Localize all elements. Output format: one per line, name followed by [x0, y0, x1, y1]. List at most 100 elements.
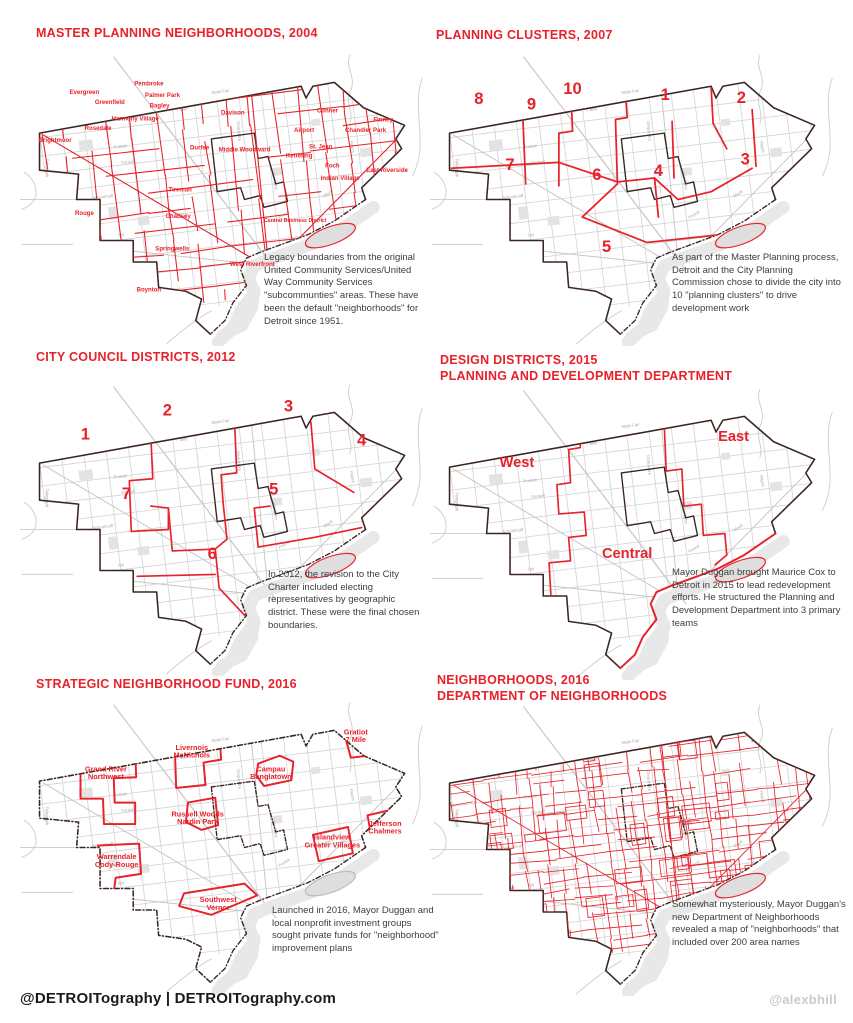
street-label: Dequindre [236, 121, 243, 142]
detroit-map-city-council-2012: State Fair 7 Mile Puritan Fenkell Schoolcraf… [20, 384, 423, 676]
street-label: Mack [732, 838, 744, 848]
region-label: Central Business District [264, 218, 327, 224]
street-label: Hayes [349, 140, 356, 153]
district-number-label: 5 [269, 479, 278, 498]
region-label: Southwest Vernor [200, 895, 238, 912]
street-label: Joy [117, 562, 125, 568]
street-label: 7 Mile [586, 756, 599, 762]
region-label: Davison [221, 111, 245, 117]
street-label: Telegraph [454, 809, 459, 828]
street-label: Mack [322, 518, 334, 528]
street-label: Dequindre [646, 771, 653, 792]
region-label: Foch [325, 163, 340, 169]
street-label: Schoolcraft [502, 193, 525, 201]
author-handle: @alexbhill [769, 992, 837, 1007]
street-label: Puritan [113, 473, 128, 480]
region-label: Pembroke [134, 81, 164, 87]
region-label: Springwells [155, 246, 190, 252]
region-label: Palmer Park [145, 93, 181, 99]
street-label: Hayes [759, 474, 766, 487]
region-label: Brightmoor [39, 138, 73, 144]
attribution-handle: @DETROITography | DETROITography.com [20, 990, 337, 1007]
street-label: 7 Mile [176, 754, 189, 760]
map-title: MASTER PLANNING NEIGHBORHOODS, 2004 [36, 26, 318, 40]
street-label: Puritan [523, 143, 538, 150]
district-number-label: 10 [563, 79, 581, 98]
region-label: East Riverside [366, 168, 408, 174]
map-caption: As part of the Master Planning process, … [672, 252, 841, 314]
street-label: 7 Mile [586, 440, 599, 446]
region-label: Central [602, 546, 652, 562]
region-label: Campau Banglatown [250, 764, 292, 781]
region-label: Rosedale [85, 126, 113, 132]
district-number-label: 6 [592, 165, 601, 184]
region-label: Grand River Northwest [85, 764, 127, 781]
street-label: Joy [527, 882, 535, 888]
district-number-label: 2 [737, 88, 746, 107]
map-title: PLANNING CLUSTERS, 2007 [436, 28, 613, 42]
footer: @DETROITography | DETROITography.com @al… [0, 986, 853, 1016]
map-section-master-planning-2004: MASTER PLANNING NEIGHBORHOODS, 2004 Stat… [20, 15, 430, 346]
street-label: Mack [322, 836, 334, 846]
street-label: Forest [278, 857, 292, 868]
street-label: 7 Mile [176, 436, 189, 442]
street-label: Fenkell [531, 159, 545, 166]
street-label: Mack [732, 522, 744, 532]
detroit-map-planning-clusters-2007: State Fair 7 Mile Puritan Fenkell Schoolcraf… [430, 54, 833, 346]
region-label: West Riverfront [230, 262, 275, 268]
street-label: State Fair [211, 736, 231, 743]
region-label: Warrendale Cody-Rouge [95, 852, 138, 869]
region-label: Russell Woods Nardin Park [172, 809, 224, 826]
region-label: Finney [373, 117, 393, 123]
street-label: Forest [688, 543, 702, 554]
street-label: Dequindre [236, 769, 243, 790]
region-label: East [718, 429, 749, 445]
street-label: Fenkell [531, 809, 545, 816]
street-label: Fenkell [531, 493, 545, 500]
street-label: Puritan [113, 791, 128, 798]
street-label: Mack [732, 188, 744, 198]
street-label: Joy [117, 880, 125, 886]
street-label: State Fair [621, 88, 641, 95]
district-number-label: 5 [602, 237, 611, 256]
map-caption: Launched in 2016, Mayor Duggan and local… [272, 905, 439, 955]
street-label: Joy [527, 566, 535, 572]
street-label: Forest [688, 859, 702, 870]
street-label: Fenkell [121, 807, 135, 814]
street-label: State Fair [211, 418, 231, 425]
district-number-label: 9 [527, 95, 536, 114]
street-label: Forest [278, 539, 292, 550]
map-caption: In 2012, the revision to the City Charte… [268, 569, 420, 631]
region-label: Jefferson Chalmers [368, 819, 402, 836]
district-number-label: 1 [661, 85, 670, 104]
street-label: Telegraph [44, 489, 49, 508]
region-label: Islandview Greater Villages [305, 833, 361, 850]
map-section-design-districts-2015: DESIGN DISTRICTS, 2015 PLANNING AND DEVE… [430, 345, 840, 680]
street-label: Fenkell [121, 489, 135, 496]
region-label: Bagley [150, 104, 170, 110]
district-number-label: 7 [122, 484, 131, 503]
district-number-label: 7 [505, 155, 514, 174]
district-number-label: 2 [163, 400, 172, 419]
district-number-label: 3 [284, 396, 293, 415]
district-number-label: 1 [81, 425, 90, 444]
street-label: Telegraph [44, 807, 49, 826]
region-label: Livernois McNichols [174, 743, 211, 760]
region-label: Chandler Park [345, 128, 387, 134]
street-label: Dequindre [236, 451, 243, 472]
street-label: State Fair [211, 88, 231, 95]
street-label: Van Dyke [271, 819, 279, 838]
street-label: Dequindre [646, 121, 653, 142]
region-label: Rouge [75, 211, 94, 217]
region-label: Harmony Village [112, 116, 160, 122]
street-label: Joy [527, 232, 535, 238]
region-label: St. Jean [309, 145, 332, 151]
district-number-label: 3 [741, 149, 750, 168]
street-label: Van Dyke [681, 821, 689, 840]
street-label: Hayes [349, 470, 356, 483]
region-label: Durfee [190, 146, 210, 152]
